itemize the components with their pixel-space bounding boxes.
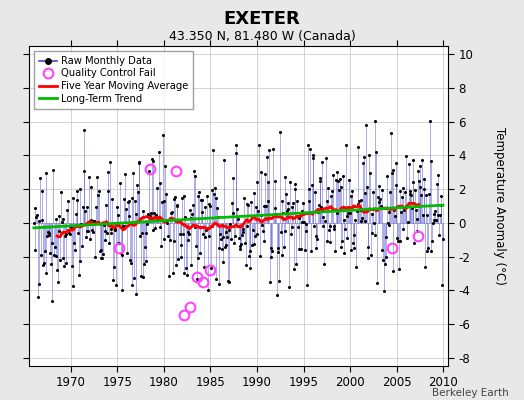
Y-axis label: Temperature Anomaly (°C): Temperature Anomaly (°C) bbox=[493, 127, 506, 285]
Text: EXETER: EXETER bbox=[224, 10, 300, 28]
Legend: Raw Monthly Data, Quality Control Fail, Five Year Moving Average, Long-Term Tren: Raw Monthly Data, Quality Control Fail, … bbox=[34, 51, 193, 108]
Text: Berkeley Earth: Berkeley Earth bbox=[432, 388, 508, 398]
Text: 43.350 N, 81.480 W (Canada): 43.350 N, 81.480 W (Canada) bbox=[169, 30, 355, 43]
